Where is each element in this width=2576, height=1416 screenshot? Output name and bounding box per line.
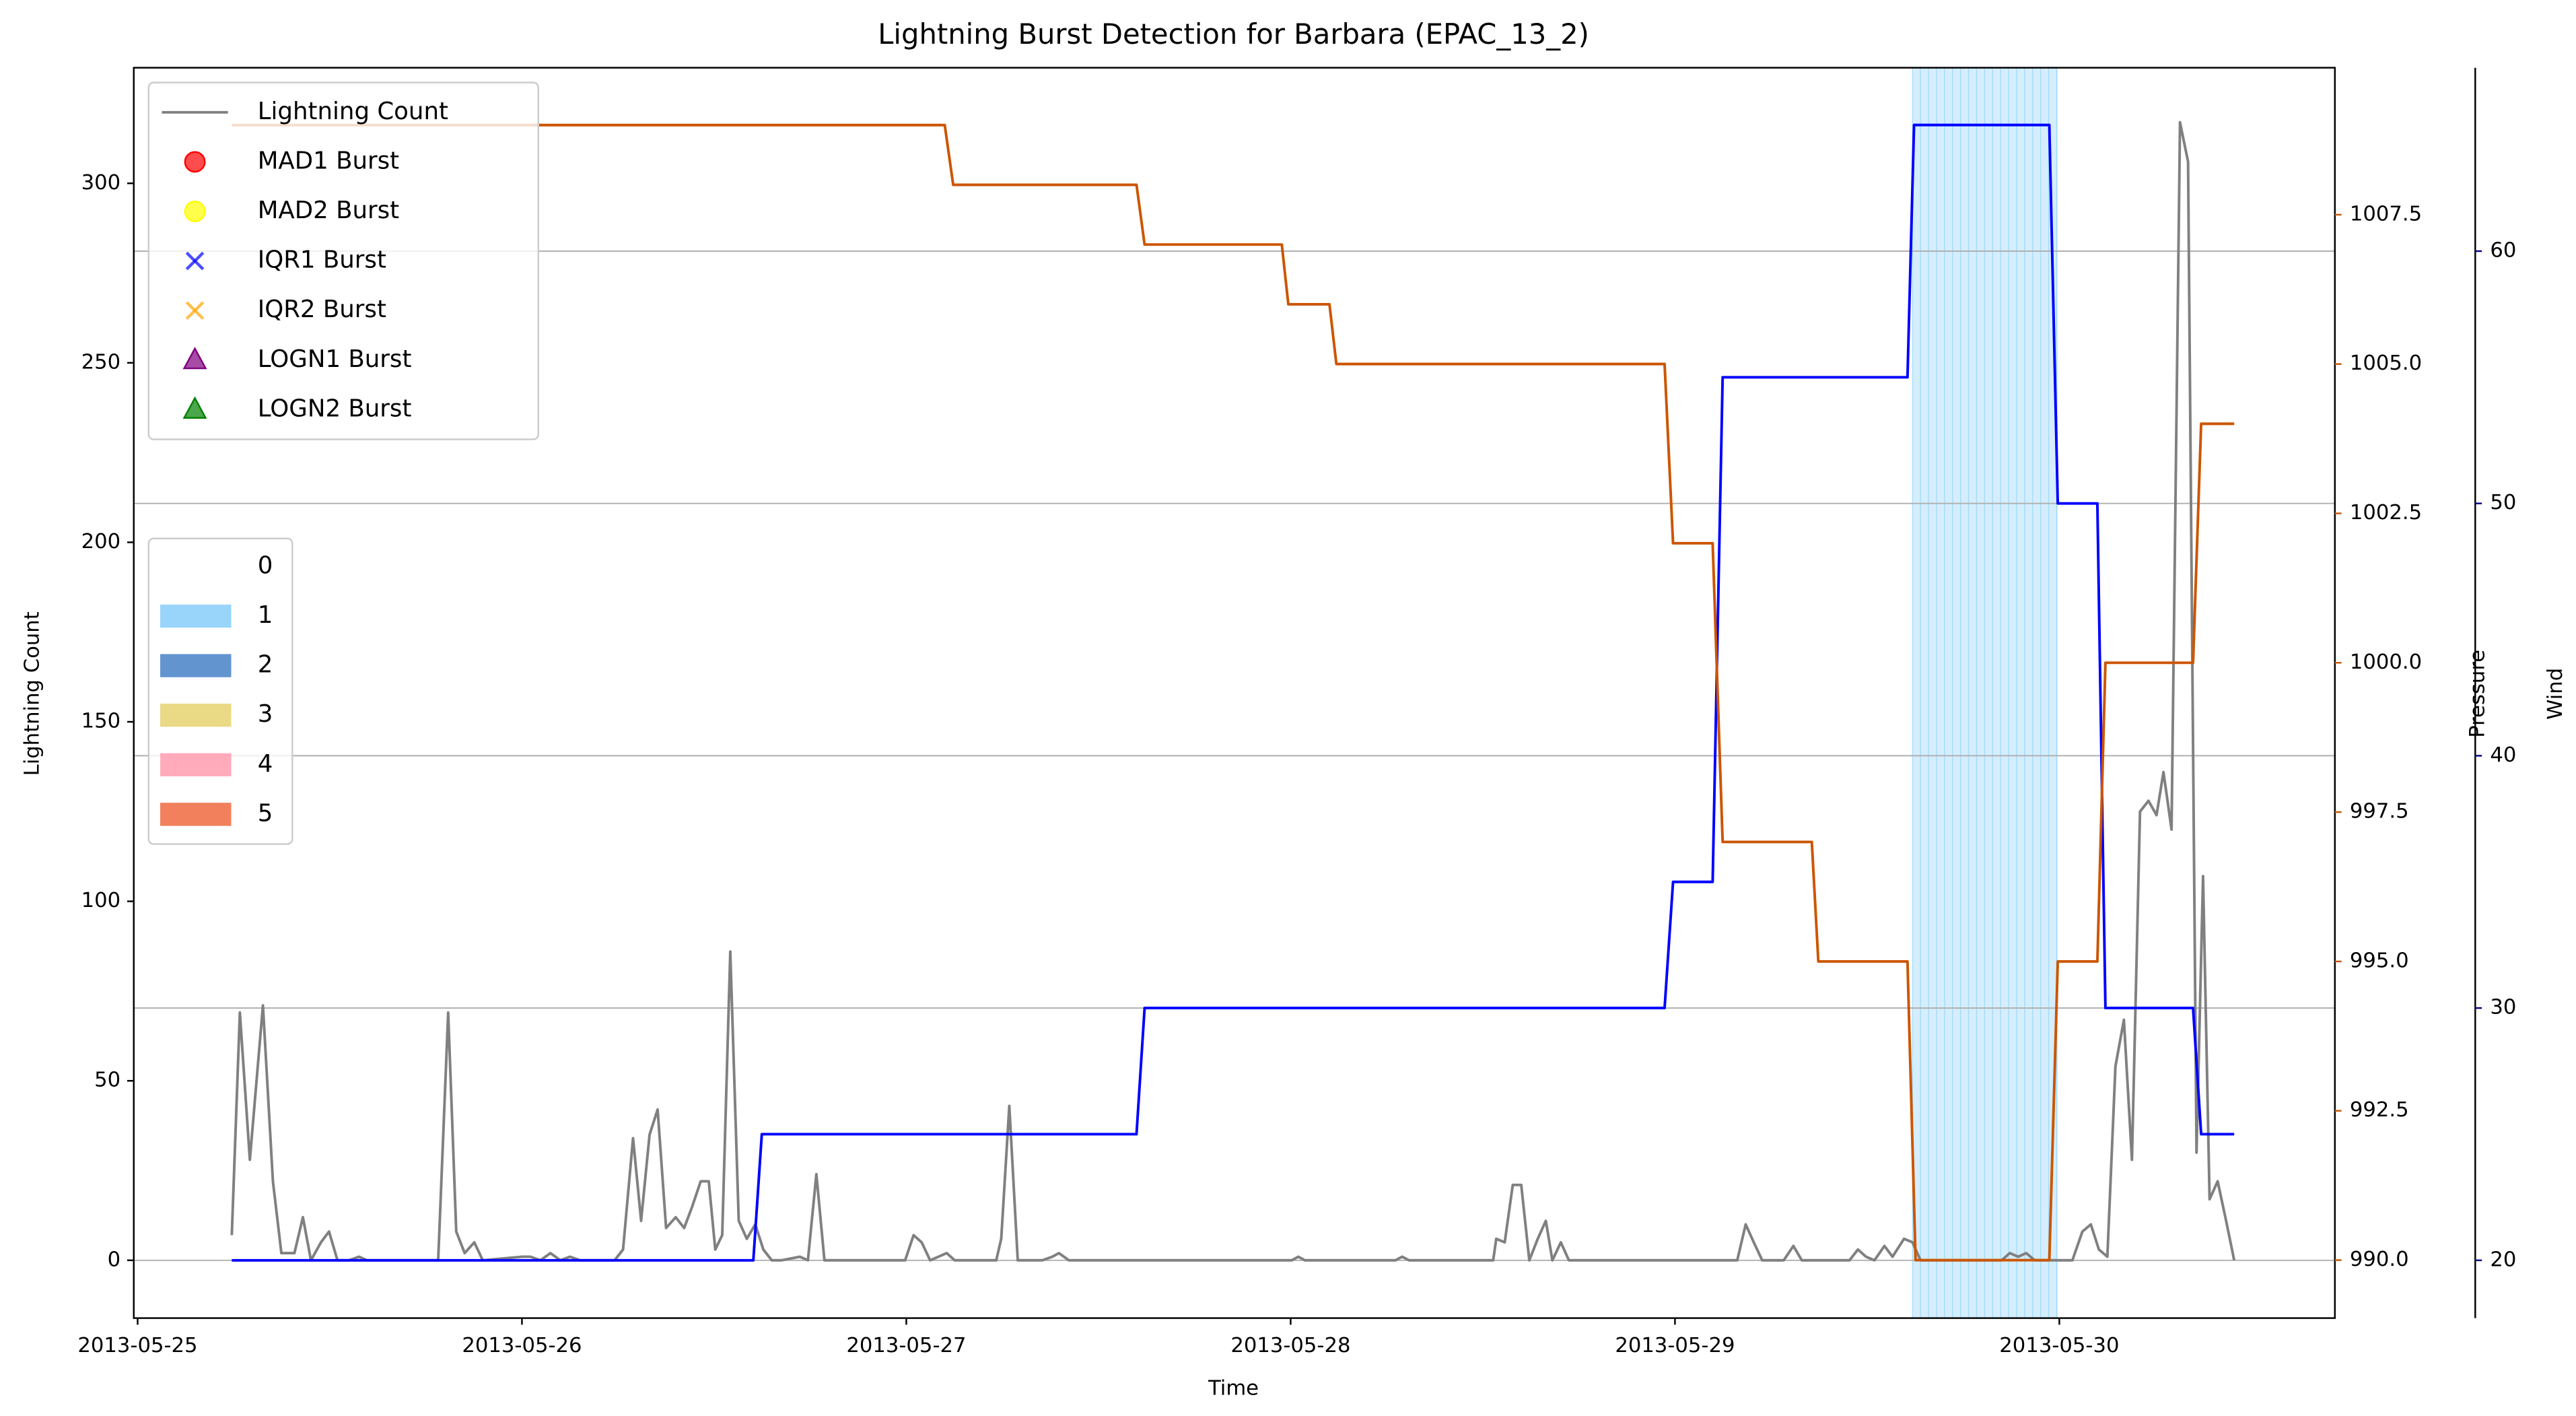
y3-tick-label: 50	[2490, 491, 2516, 514]
legend-label: MAD2 Burst	[258, 197, 399, 224]
y3-tick-label: 40	[2490, 743, 2516, 767]
legend-marker	[182, 347, 207, 370]
legend-label: LOGN1 Burst	[258, 345, 412, 373]
legend-label: 1	[258, 601, 273, 629]
y2-axis-label: Pressure	[2466, 650, 2490, 738]
legend-label: 5	[258, 799, 273, 827]
legend-box	[147, 81, 540, 440]
legend-label: IQR2 Burst	[258, 296, 386, 323]
legend-marker	[184, 201, 206, 222]
legend-label: IQR1 Burst	[258, 246, 386, 274]
y-tick-label: 300	[81, 171, 121, 195]
plot-frame	[133, 67, 2336, 1319]
y-tick-label: 50	[94, 1069, 120, 1092]
y2-tick-label: 1007.5	[2350, 202, 2422, 226]
y3-tick-label: 30	[2490, 996, 2516, 1019]
shaded-span	[1912, 67, 2058, 1318]
y2-tick-label: 1005.0	[2350, 351, 2422, 375]
legend-label: 0	[258, 551, 273, 579]
data-line	[232, 123, 2235, 1262]
x-tick-label: 2013-05-30	[1999, 1334, 2119, 1357]
legend-marker	[185, 251, 205, 271]
legend-marker	[184, 151, 206, 173]
legend-label: 2	[258, 651, 273, 679]
shading-legend: 0 1 2 3 4 5	[147, 537, 293, 845]
legend-patch	[160, 803, 232, 826]
x-tick-label: 2013-05-28	[1230, 1334, 1350, 1357]
x-tick-label: 2013-05-25	[77, 1334, 197, 1357]
x-tick-label: 2013-05-26	[462, 1334, 582, 1357]
legend-label: Lightning Count	[258, 98, 448, 125]
legend-patch	[160, 604, 232, 628]
y-tick-label: 150	[81, 710, 121, 733]
x-axis-label: Time	[1208, 1377, 1259, 1401]
legend-box	[147, 537, 293, 845]
data-line	[232, 123, 2235, 1262]
legend-marker	[185, 301, 205, 321]
y3-axis-label: Wind	[2544, 668, 2567, 720]
legend-label: 3	[258, 700, 273, 728]
x-tick-label: 2013-05-27	[846, 1334, 966, 1357]
y2-tick-label: 1000.0	[2350, 650, 2422, 674]
y3-tick-label: 20	[2490, 1248, 2516, 1271]
legend-patch	[160, 704, 232, 727]
legend-label: MAD1 Burst	[258, 147, 399, 174]
y2-tick-label: 997.5	[2350, 800, 2409, 823]
y-tick-label: 200	[81, 530, 121, 553]
y2-tick-label: 1002.5	[2350, 501, 2422, 525]
legend-patch	[160, 654, 232, 677]
y3-tick-label: 60	[2490, 238, 2516, 262]
x-tick-label: 2013-05-29	[1615, 1334, 1735, 1357]
legend-label: LOGN2 Burst	[258, 395, 412, 422]
chart-title: Lightning Burst Detection for Barbara (E…	[878, 18, 1589, 50]
legend-marker	[182, 396, 207, 419]
y2-tick-label: 995.0	[2350, 949, 2409, 972]
legend-patch	[160, 753, 232, 776]
y2-tick-label: 990.0	[2350, 1248, 2409, 1271]
legend-patch	[160, 555, 232, 578]
y-tick-label: 250	[81, 350, 121, 374]
legend-label: 4	[258, 750, 273, 778]
y2-tick-label: 992.5	[2350, 1098, 2409, 1122]
y-tick-label: 100	[81, 889, 121, 912]
y-axis-label: Lightning Count	[21, 611, 44, 776]
y-tick-label: 0	[108, 1248, 121, 1271]
legend: Lightning Count MAD1 Burst MAD2 Burst IQR1 …	[147, 81, 540, 440]
